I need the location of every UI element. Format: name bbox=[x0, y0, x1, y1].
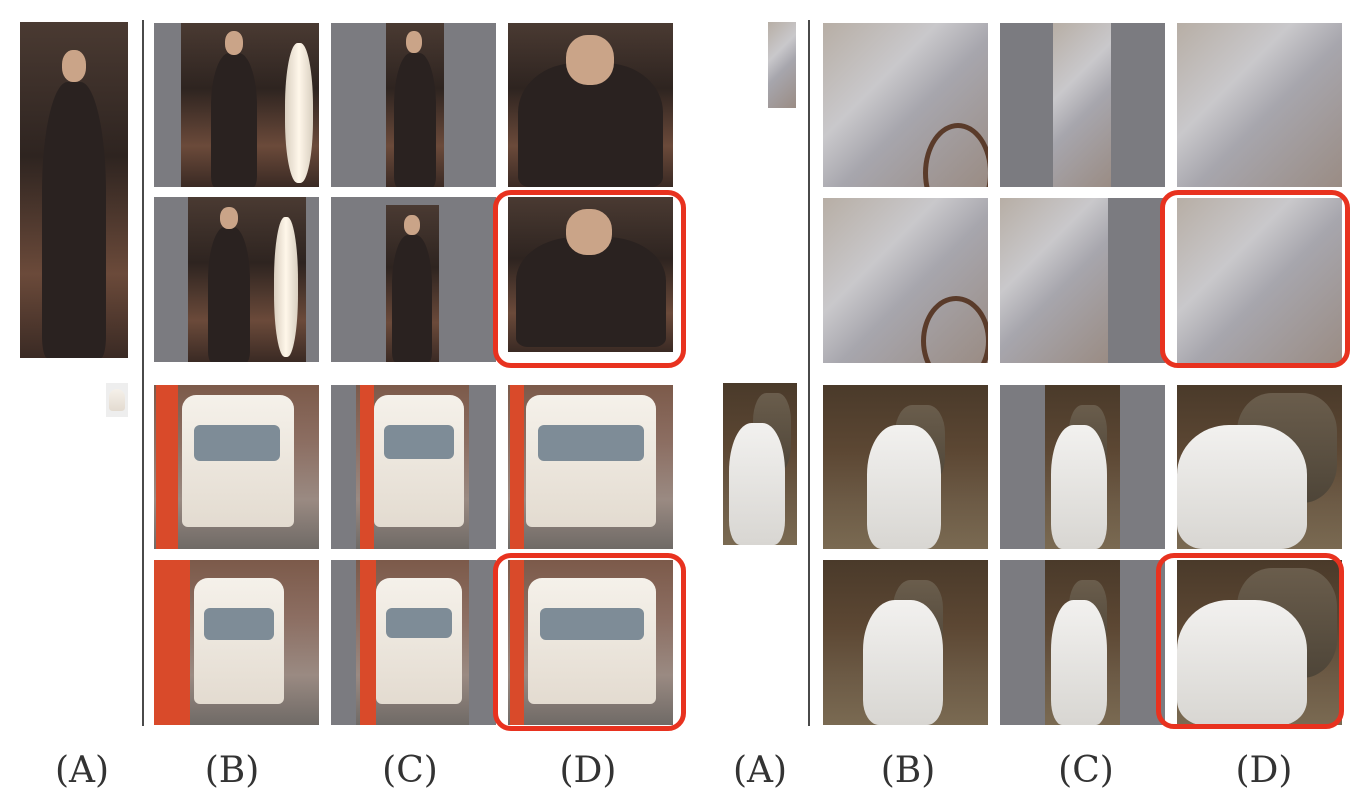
thumbnail-van-a bbox=[106, 383, 128, 417]
tile-person-d1 bbox=[508, 23, 673, 187]
highlight-box-person bbox=[493, 190, 686, 368]
tile-van-c2 bbox=[331, 560, 496, 725]
tile-van-b2 bbox=[154, 560, 319, 725]
tile-person-b1 bbox=[154, 23, 319, 187]
tile-horse-b2 bbox=[823, 560, 988, 725]
tile-person-b2 bbox=[154, 197, 319, 362]
tile-van-d1 bbox=[508, 385, 673, 549]
tile-person-c1 bbox=[331, 23, 496, 187]
tile-bike-c1 bbox=[1000, 23, 1165, 187]
tile-bike-d1 bbox=[1177, 23, 1342, 187]
tile-person-d2 bbox=[508, 197, 673, 352]
highlight-box-van bbox=[493, 553, 686, 731]
column-label-b-right: (B) bbox=[880, 750, 936, 791]
tile-bike-d2 bbox=[1177, 198, 1342, 363]
column-label-d-right: (D) bbox=[1235, 750, 1293, 791]
column-label-a-left: (A) bbox=[54, 750, 110, 791]
column-label-a-right: (A) bbox=[732, 750, 788, 791]
highlight-box-horse bbox=[1156, 553, 1344, 729]
tile-horse-b1 bbox=[823, 385, 988, 549]
tile-horse-d2 bbox=[1177, 560, 1342, 725]
divider-right bbox=[808, 20, 810, 726]
thumbnail-horse-a bbox=[723, 383, 797, 545]
thumbnail-bike-a bbox=[768, 22, 796, 108]
tile-van-d2 bbox=[508, 560, 673, 725]
column-label-c-left: (C) bbox=[382, 750, 438, 791]
tile-bike-c2 bbox=[1000, 198, 1165, 363]
column-label-d-left: (D) bbox=[559, 750, 617, 791]
column-label-b-left: (B) bbox=[204, 750, 260, 791]
tile-van-c1 bbox=[331, 385, 496, 549]
divider-left bbox=[142, 20, 144, 726]
tile-bike-b1 bbox=[823, 23, 988, 187]
tile-horse-d1 bbox=[1177, 385, 1342, 549]
tile-person-c2 bbox=[331, 197, 496, 362]
column-label-c-right: (C) bbox=[1058, 750, 1114, 791]
tile-bike-b2 bbox=[823, 198, 988, 363]
tile-van-b1 bbox=[154, 385, 319, 549]
tile-horse-c2 bbox=[1000, 560, 1165, 725]
thumbnail-person-a bbox=[20, 22, 128, 358]
highlight-box-bike bbox=[1160, 190, 1350, 368]
tile-horse-c1 bbox=[1000, 385, 1165, 549]
